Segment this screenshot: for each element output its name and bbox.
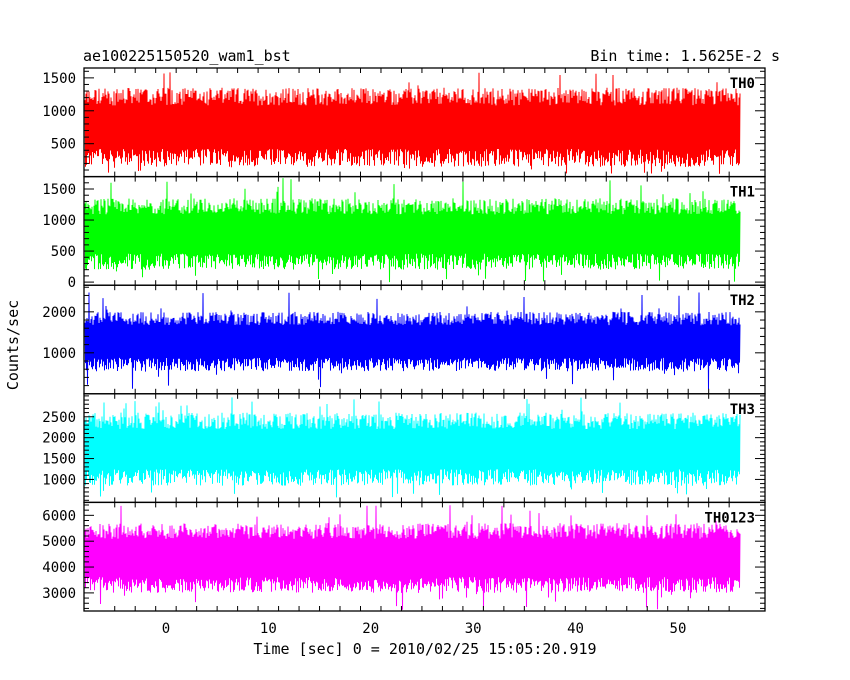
panel-th1: 0 500 1000 1500 TH1 — [42, 175, 766, 291]
y-axis-label: Counts/sec — [4, 300, 22, 390]
panel-name-label: TH0123 — [704, 510, 755, 526]
x-tick-label: 40 — [567, 621, 584, 637]
series-line-th1 — [84, 178, 741, 283]
y-tick-label: 1000 — [42, 346, 76, 362]
panel-th0123: 3000 4000 5000 6000 TH0123 — [42, 501, 766, 612]
y-tick-label: 2000 — [42, 305, 76, 321]
x-tick-label: 50 — [670, 621, 687, 637]
y-tick-label: 1500 — [42, 71, 76, 87]
y-tick-label: 5000 — [42, 534, 76, 550]
y-tick-label: 0 — [68, 275, 76, 291]
panel-name-label: TH0 — [730, 76, 755, 92]
y-tick-label: 500 — [51, 244, 76, 260]
x-tick-label: 0 — [162, 621, 170, 637]
panel-th3: 1000 1500 2000 2500 TH3 — [42, 393, 766, 504]
x-tick-label: 10 — [260, 621, 277, 637]
panel-name-label: TH3 — [730, 402, 755, 418]
y-tick-label: 2500 — [42, 410, 76, 426]
y-tick-label: 6000 — [42, 508, 76, 524]
y-tick-label: 3000 — [42, 586, 76, 602]
y-tick-label: 1000 — [42, 472, 76, 488]
series-line-th0 — [84, 72, 741, 174]
y-tick-label: 500 — [51, 137, 76, 153]
series-line-th0123 — [84, 505, 741, 610]
panel-th0: 500 1000 1500 TH0 — [42, 67, 766, 178]
panel-name-label: TH2 — [730, 293, 755, 309]
y-tick-label: 2000 — [42, 431, 76, 447]
x-axis-label: Time [sec] 0 = 2010/02/25 15:05:20.919 — [253, 640, 596, 658]
y-tick-label: 4000 — [42, 560, 76, 576]
x-tick-label: 20 — [362, 621, 379, 637]
panel-th2: 1000 2000 TH2 — [42, 284, 766, 395]
panel-name-label: TH1 — [730, 185, 755, 201]
x-tick-label: 30 — [465, 621, 482, 637]
y-tick-label: 1500 — [42, 452, 76, 468]
series-line-th3 — [84, 397, 741, 498]
y-tick-label: 1000 — [42, 213, 76, 229]
chart-title: ae100225150520_wam1_bst — [83, 47, 291, 65]
series-line-th2 — [84, 292, 741, 390]
y-tick-label: 1500 — [42, 182, 76, 198]
y-tick-label: 1000 — [42, 104, 76, 120]
bin-time-label: Bin time: 1.5625E-2 s — [590, 47, 780, 65]
